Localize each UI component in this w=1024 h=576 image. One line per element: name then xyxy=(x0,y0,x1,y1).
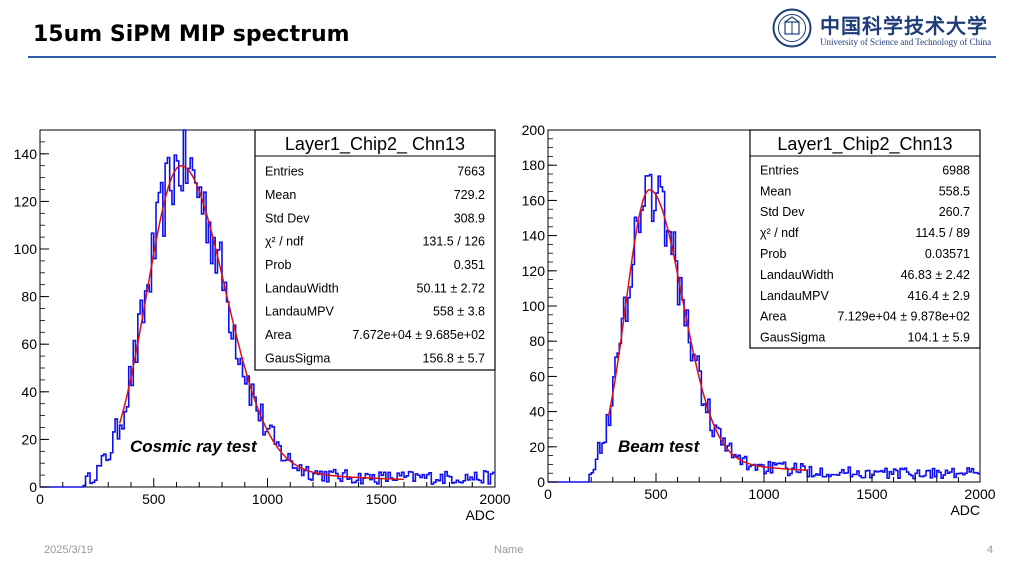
fit-curve xyxy=(118,164,404,481)
x-tick-label: 2000 xyxy=(964,486,995,502)
stats-row-value: 558.5 xyxy=(939,184,970,198)
logo-chinese-name: 中国科学技术大学 xyxy=(820,14,988,38)
stats-row-label: Area xyxy=(265,328,291,342)
university-seal-icon xyxy=(772,8,812,48)
stats-row-value: 308.9 xyxy=(454,211,485,225)
stats-row-value: 114.5 / 89 xyxy=(915,226,970,240)
y-tick-label: 120 xyxy=(522,263,546,279)
y-tick-label: 60 xyxy=(529,368,545,384)
logo-english-name: University of Science and Technology of … xyxy=(820,37,992,47)
stats-row-label: Mean xyxy=(265,188,296,202)
x-tick-label: 2000 xyxy=(479,491,510,507)
stats-row-value: 46.83 ± 2.42 xyxy=(901,268,970,282)
stats-row-label: Area xyxy=(760,310,786,324)
x-tick-label: 0 xyxy=(544,486,552,502)
stats-box xyxy=(749,129,981,349)
y-tick-label: 200 xyxy=(522,122,546,138)
title-rule xyxy=(28,56,996,58)
y-tick-label: 20 xyxy=(529,439,545,455)
y-tick-label: 180 xyxy=(522,157,546,173)
plot-annotation: Beam test xyxy=(618,437,701,456)
stats-row-value: 7.672e+04 ± 9.685e+02 xyxy=(352,328,485,342)
stats-title: Layer1_Chip2_ Chn13 xyxy=(285,134,465,155)
stats-row-value: 131.5 / 126 xyxy=(422,235,485,249)
footer-name: Name xyxy=(494,544,524,556)
stats-row-label: Std Dev xyxy=(760,205,805,219)
stats-row-value: 7663 xyxy=(457,165,485,179)
stats-row-label: LandauWidth xyxy=(760,268,834,282)
y-tick-label: 120 xyxy=(14,193,38,209)
beam-test-histogram: 0 500 1000 1500 2000 0 20 40 60 80 100 120 140 160 180… xyxy=(522,122,996,518)
university-logo: 中国科学技术大学 University of Science and Techn… xyxy=(772,8,1002,52)
histogram-line xyxy=(548,173,980,483)
x-tick-label: 1000 xyxy=(748,486,779,502)
footer-date: 2025/3/19 xyxy=(44,544,93,556)
y-tick-label: 20 xyxy=(21,431,37,447)
y-tick-label: 40 xyxy=(529,404,545,420)
stats-row-value: 104.1 ± 5.9 xyxy=(908,331,971,345)
y-tick-label: 140 xyxy=(522,228,546,244)
page-number: 4 xyxy=(987,544,994,556)
stats-row-label: χ² / ndf xyxy=(265,235,304,249)
stats-row-value: 416.4 ± 2.9 xyxy=(908,289,971,303)
stats-row-value: 0.03571 xyxy=(925,247,970,261)
x-tick-label: 1000 xyxy=(252,491,283,507)
stats-row-label: GausSigma xyxy=(265,351,330,365)
stats-row-value: 260.7 xyxy=(939,205,970,219)
y-tick-label: 80 xyxy=(529,333,545,349)
stats-row-label: Prob xyxy=(760,247,786,261)
y-tick-label: 100 xyxy=(522,298,546,314)
stats-box xyxy=(254,129,496,371)
stats-row-label: χ² / ndf xyxy=(760,226,799,240)
stats-row-label: Std Dev xyxy=(265,211,310,225)
stats-title: Layer1_Chip2_Chn13 xyxy=(777,134,952,155)
stats-row-label: Prob xyxy=(265,258,291,272)
stats-row-value: 50.11 ± 2.72 xyxy=(417,281,486,295)
y-tick-label: 140 xyxy=(14,146,38,162)
stats-row-label: Entries xyxy=(760,163,799,177)
stats-row-value: 0.351 xyxy=(454,258,485,272)
stats-row-label: Entries xyxy=(265,165,304,179)
x-tick-label: 500 xyxy=(142,491,166,507)
stats-row-label: LandauMPV xyxy=(760,289,829,303)
stats-row-value: 6988 xyxy=(942,163,970,177)
y-tick-label: 40 xyxy=(21,384,37,400)
y-tick-label: 0 xyxy=(537,474,545,490)
x-tick-label: 1500 xyxy=(856,486,887,502)
stats-row-label: Mean xyxy=(760,184,791,198)
slide-title: 15um SiPM MIP spectrum xyxy=(33,22,350,47)
x-axis-label: ADC xyxy=(950,502,980,518)
plot-annotation: Cosmic ray test xyxy=(130,437,258,456)
stats-row-label: LandauMPV xyxy=(265,305,334,319)
x-tick-label: 0 xyxy=(36,491,44,507)
x-axis-label: ADC xyxy=(465,507,495,522)
stats-row-label: GausSigma xyxy=(760,331,825,345)
y-tick-label: 100 xyxy=(14,241,38,257)
stats-row-value: 558 ± 3.8 xyxy=(433,305,485,319)
y-tick-label: 80 xyxy=(21,289,37,305)
cosmic-ray-histogram: 0 500 1000 1500 2000 0 20 40 60 80 100 120 140 ADC Cos… xyxy=(14,129,510,522)
stats-row-value: 7.129e+04 ± 9.878e+02 xyxy=(837,310,970,324)
stats-row-value: 156.8 ± 5.7 xyxy=(423,351,486,365)
x-tick-label: 500 xyxy=(644,486,668,502)
y-tick-label: 0 xyxy=(29,479,37,495)
stats-row-label: LandauWidth xyxy=(265,281,339,295)
stats-row-value: 729.2 xyxy=(454,188,485,202)
y-tick-label: 160 xyxy=(522,192,546,208)
y-tick-label: 60 xyxy=(21,336,37,352)
x-tick-label: 1500 xyxy=(366,491,397,507)
fit-curve xyxy=(607,189,808,472)
